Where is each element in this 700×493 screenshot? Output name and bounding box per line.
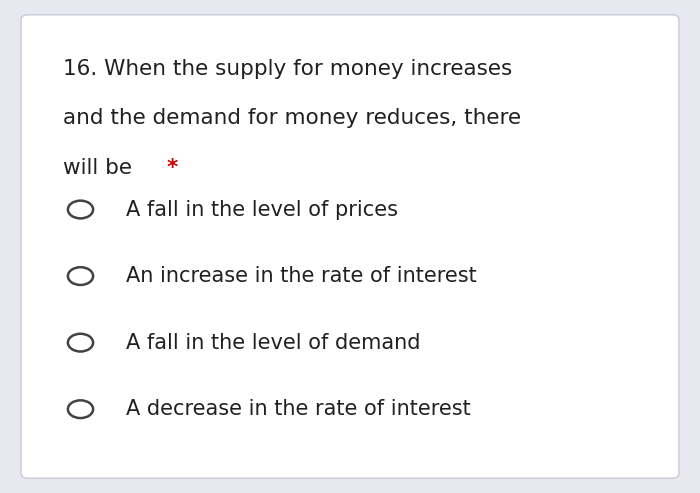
Text: A fall in the level of demand: A fall in the level of demand <box>126 333 421 352</box>
Text: will be: will be <box>63 158 139 178</box>
Text: 16. When the supply for money increases: 16. When the supply for money increases <box>63 59 512 79</box>
Text: *: * <box>167 158 178 178</box>
Text: An increase in the rate of interest: An increase in the rate of interest <box>126 266 477 286</box>
Text: A decrease in the rate of interest: A decrease in the rate of interest <box>126 399 470 419</box>
Text: and the demand for money reduces, there: and the demand for money reduces, there <box>63 108 521 129</box>
Text: A fall in the level of prices: A fall in the level of prices <box>126 200 398 219</box>
FancyBboxPatch shape <box>21 15 679 478</box>
